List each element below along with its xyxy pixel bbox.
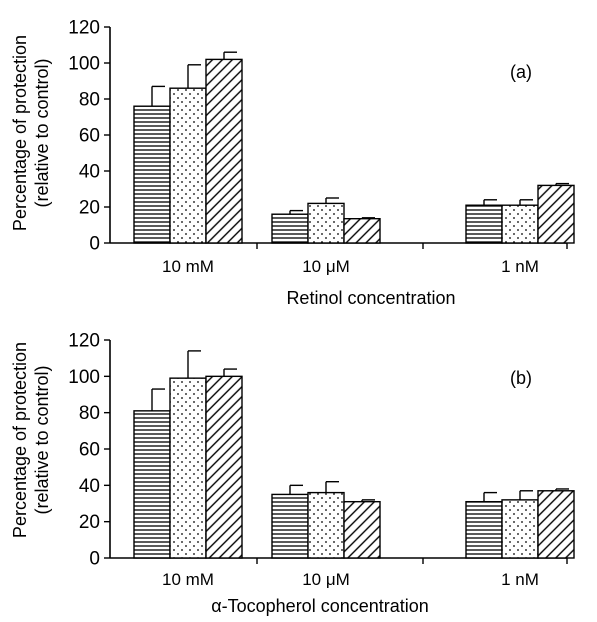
y-axis-title-line1: Percentage of protection <box>10 342 30 538</box>
y-tick-label: 40 <box>79 162 100 183</box>
x-tick-label: 1 nM <box>501 570 539 589</box>
bar <box>465 204 503 244</box>
bar <box>465 500 503 559</box>
x-axis-title: α-Tocopherol concentration <box>211 596 429 616</box>
bar <box>343 217 381 244</box>
y-axis-title-line1: Percentage of protection <box>10 35 30 231</box>
panel-a: Percentage of protection (relative to co… <box>10 18 575 308</box>
y-tick-label: 120 <box>68 331 100 352</box>
bar <box>307 202 345 244</box>
bar <box>343 500 381 559</box>
bar <box>537 184 575 244</box>
y-tick-label: 40 <box>79 476 100 497</box>
y-tick-label: 120 <box>68 18 100 39</box>
bar <box>537 490 575 559</box>
y-tick-label: 100 <box>68 367 100 388</box>
bar <box>205 58 243 244</box>
bar <box>271 213 309 244</box>
y-tick-label: 100 <box>68 54 100 75</box>
bar <box>133 105 171 244</box>
panel-label: (b) <box>510 368 532 388</box>
bar <box>169 377 207 559</box>
bar <box>501 204 539 244</box>
bar <box>271 493 309 559</box>
x-tick-label: 10 μM <box>302 570 350 589</box>
plot-area: 0 20 40 60 80 100 120 10 mM 10 μM 1 nM <box>68 331 575 589</box>
plot-area: 0 20 40 60 80 100 120 10 mM 10 μM 1 nM <box>68 18 575 276</box>
y-tick-label: 60 <box>79 126 100 147</box>
bar <box>133 410 171 559</box>
x-tick-label: 1 nM <box>501 257 539 276</box>
y-axis-title-line2: (relative to control) <box>32 365 52 514</box>
x-tick-label: 10 mM <box>162 570 214 589</box>
y-tick-label: 20 <box>79 512 100 533</box>
y-axis-title-line2: (relative to control) <box>32 58 52 207</box>
bar <box>169 87 207 244</box>
bar <box>501 499 539 559</box>
bar <box>307 491 345 559</box>
y-tick-label: 0 <box>89 549 100 570</box>
panel-b: Percentage of protection (relative to co… <box>10 331 575 616</box>
x-axis-title: Retinol concentration <box>286 288 455 308</box>
y-tick-label: 80 <box>79 90 100 111</box>
y-tick-label: 20 <box>79 198 100 219</box>
x-tick-label: 10 μM <box>302 257 350 276</box>
y-tick-label: 60 <box>79 440 100 461</box>
panel-label: (a) <box>510 62 532 82</box>
bar <box>205 375 243 559</box>
y-tick-label: 80 <box>79 403 100 424</box>
x-tick-label: 10 mM <box>162 257 214 276</box>
y-tick-label: 0 <box>89 234 100 255</box>
